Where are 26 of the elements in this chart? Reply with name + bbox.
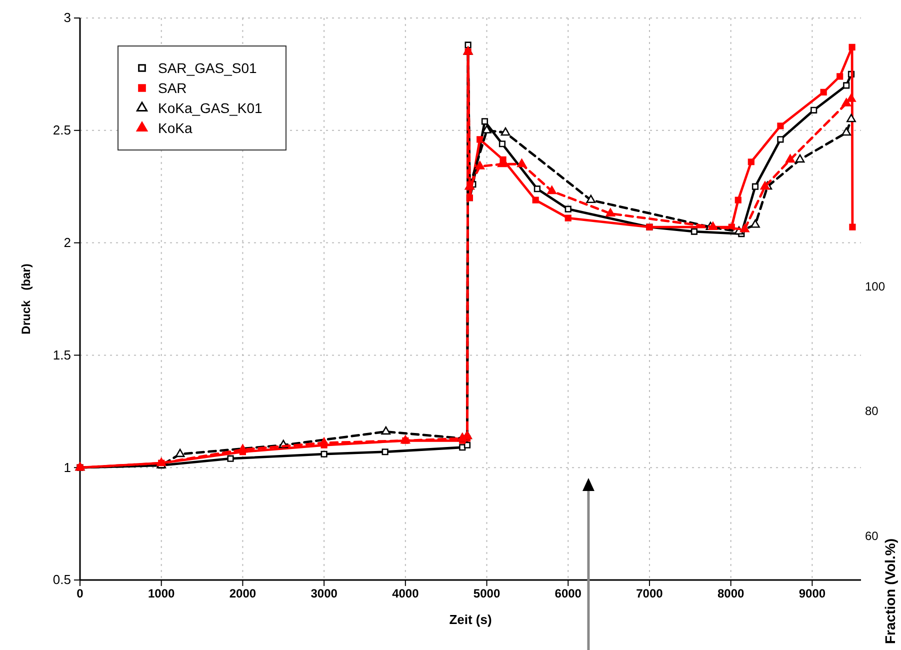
y-tick-label: 2 [64, 234, 71, 250]
x-tick-label: 8000 [717, 586, 745, 601]
x-axis-title: Zeit (s) [449, 612, 492, 627]
y2-axis-title: Fraction (Vol.%) [882, 538, 898, 644]
x-tick-label: 9000 [798, 586, 826, 601]
y-tick-label: 3 [64, 10, 71, 26]
y-tick-label: 1.5 [52, 347, 71, 362]
y2-tick-label: 100 [865, 279, 886, 294]
x-tick-label: 1000 [148, 586, 176, 601]
x-tick-label: 2000 [229, 586, 256, 601]
x-tick-label: 0 [76, 586, 84, 601]
y2-tick-label: 80 [865, 404, 879, 418]
y-tick-label: 2.5 [52, 122, 71, 138]
legend-label: KoKa_GAS_K01 [158, 100, 263, 116]
x-tick-label: 4000 [392, 586, 420, 601]
x-tick-label: 6000 [554, 586, 582, 601]
x-tick-label: 5000 [473, 586, 500, 601]
legend-label: KoKa [158, 120, 192, 136]
y2-tick-label: 60 [865, 529, 879, 544]
x-tick-label: 7000 [636, 586, 664, 601]
x-tick-label: 3000 [310, 586, 338, 601]
y-axis-title: Druck (bar) [19, 264, 33, 334]
legend-label: SAR_GAS_S01 [158, 60, 258, 76]
y-tick-label: 0.5 [52, 572, 71, 588]
y-tick-label: 1 [64, 460, 71, 475]
legend-label: SAR [158, 80, 187, 96]
